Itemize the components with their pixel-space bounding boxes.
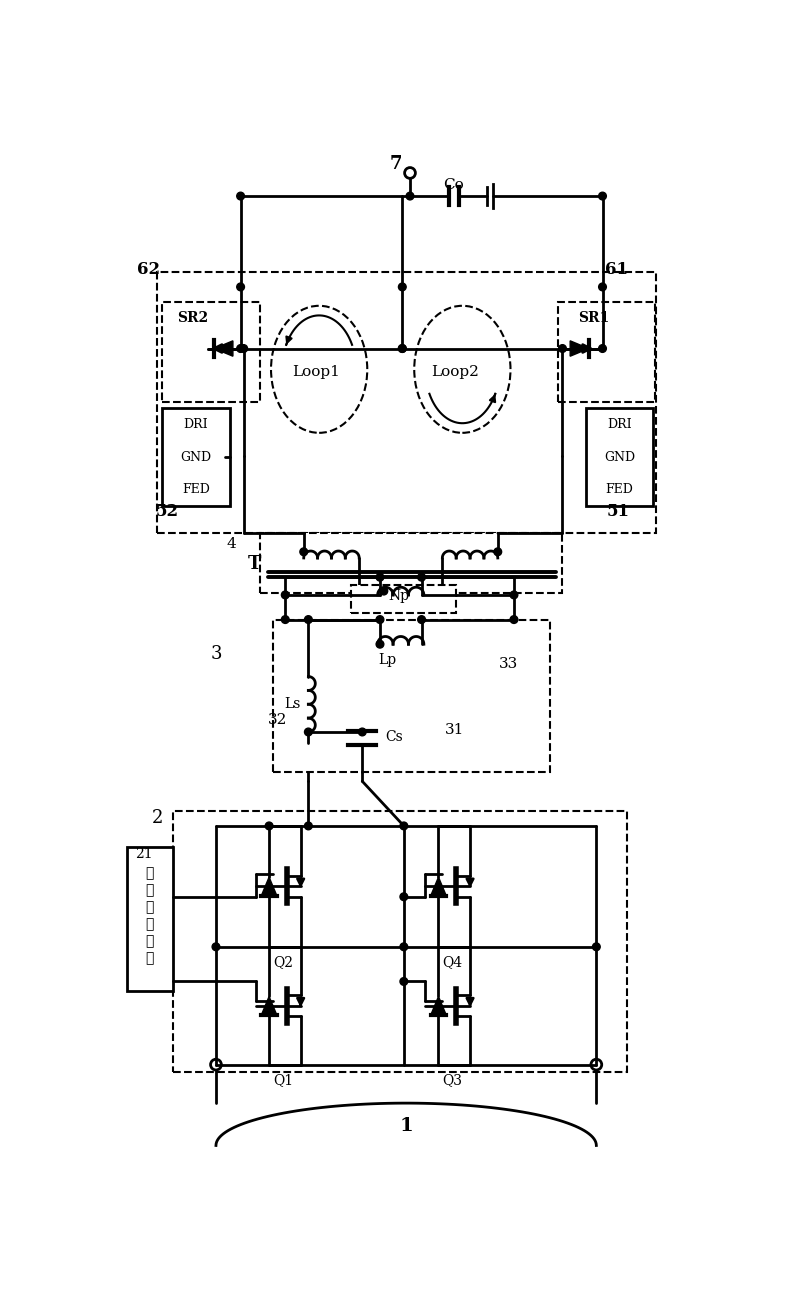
Text: 2: 2 [152, 809, 163, 827]
Circle shape [376, 641, 384, 649]
Text: SR2: SR2 [178, 311, 209, 324]
Text: 调: 调 [146, 901, 154, 915]
Circle shape [598, 284, 606, 290]
Text: Q3: Q3 [442, 1073, 462, 1087]
Circle shape [237, 284, 245, 290]
Text: 32: 32 [268, 713, 287, 726]
Circle shape [300, 548, 307, 555]
Bar [586, 408, 654, 507]
Bar [558, 302, 655, 402]
Circle shape [510, 591, 518, 599]
Bar [126, 847, 173, 991]
Circle shape [406, 192, 414, 200]
Text: 7: 7 [390, 155, 402, 173]
Polygon shape [570, 341, 589, 356]
Circle shape [380, 587, 388, 595]
Text: 脉: 脉 [146, 867, 154, 881]
Bar [173, 810, 627, 1073]
Bar [350, 584, 456, 613]
Circle shape [400, 943, 408, 951]
Polygon shape [262, 997, 277, 1015]
Circle shape [240, 345, 247, 352]
Text: FED: FED [182, 483, 210, 496]
Circle shape [305, 822, 312, 830]
Circle shape [398, 345, 406, 352]
Text: 61: 61 [605, 261, 628, 278]
Circle shape [282, 591, 289, 599]
Polygon shape [214, 341, 233, 356]
Polygon shape [430, 877, 446, 895]
Circle shape [376, 616, 384, 624]
Circle shape [305, 616, 312, 624]
Circle shape [376, 574, 384, 582]
Text: Co: Co [442, 177, 463, 192]
Text: 4: 4 [226, 537, 236, 551]
Circle shape [358, 729, 366, 735]
Circle shape [282, 616, 289, 624]
Text: GND: GND [604, 450, 635, 463]
Text: Q1: Q1 [273, 1073, 293, 1087]
Text: FED: FED [606, 483, 634, 496]
Circle shape [558, 345, 566, 352]
Text: Q4: Q4 [442, 956, 462, 969]
Text: SR1: SR1 [578, 311, 609, 324]
Circle shape [237, 192, 245, 200]
Circle shape [598, 345, 606, 352]
Circle shape [418, 574, 426, 582]
Text: 元: 元 [146, 952, 154, 965]
Text: Loop1: Loop1 [292, 365, 340, 378]
Text: 31: 31 [445, 722, 464, 737]
Circle shape [305, 729, 312, 735]
Circle shape [400, 978, 408, 985]
Text: T: T [248, 555, 261, 572]
Circle shape [398, 284, 406, 290]
Bar [260, 533, 562, 592]
Text: Cs: Cs [386, 730, 403, 744]
Bar [162, 302, 260, 402]
Text: 3: 3 [210, 645, 222, 663]
Circle shape [598, 192, 606, 200]
Circle shape [400, 822, 408, 830]
Text: 1: 1 [399, 1117, 413, 1136]
Circle shape [266, 822, 273, 830]
Text: Np: Np [389, 590, 410, 604]
Text: 单: 单 [146, 935, 154, 948]
Circle shape [212, 943, 220, 951]
Circle shape [510, 616, 518, 624]
Circle shape [494, 548, 502, 555]
Circle shape [418, 616, 426, 624]
Circle shape [400, 893, 408, 901]
Text: DRI: DRI [607, 419, 632, 431]
Circle shape [237, 345, 245, 352]
Text: 62: 62 [137, 261, 160, 278]
Text: Lp: Lp [378, 653, 396, 667]
Text: 52: 52 [156, 503, 179, 520]
Text: Q2: Q2 [273, 956, 293, 969]
Text: Loop2: Loop2 [430, 365, 478, 378]
Bar [162, 408, 230, 507]
Polygon shape [262, 877, 277, 895]
Text: 波: 波 [146, 884, 154, 898]
Text: 51: 51 [606, 503, 630, 520]
Polygon shape [430, 997, 446, 1015]
Bar [273, 620, 550, 772]
Text: Ls: Ls [285, 697, 301, 712]
Text: 21: 21 [135, 847, 153, 861]
Text: 33: 33 [499, 658, 518, 671]
Text: GND: GND [180, 450, 211, 463]
Circle shape [593, 943, 600, 951]
Text: 变: 变 [146, 918, 154, 931]
Text: DRI: DRI [184, 419, 208, 431]
Circle shape [398, 345, 406, 352]
Bar [158, 272, 657, 533]
